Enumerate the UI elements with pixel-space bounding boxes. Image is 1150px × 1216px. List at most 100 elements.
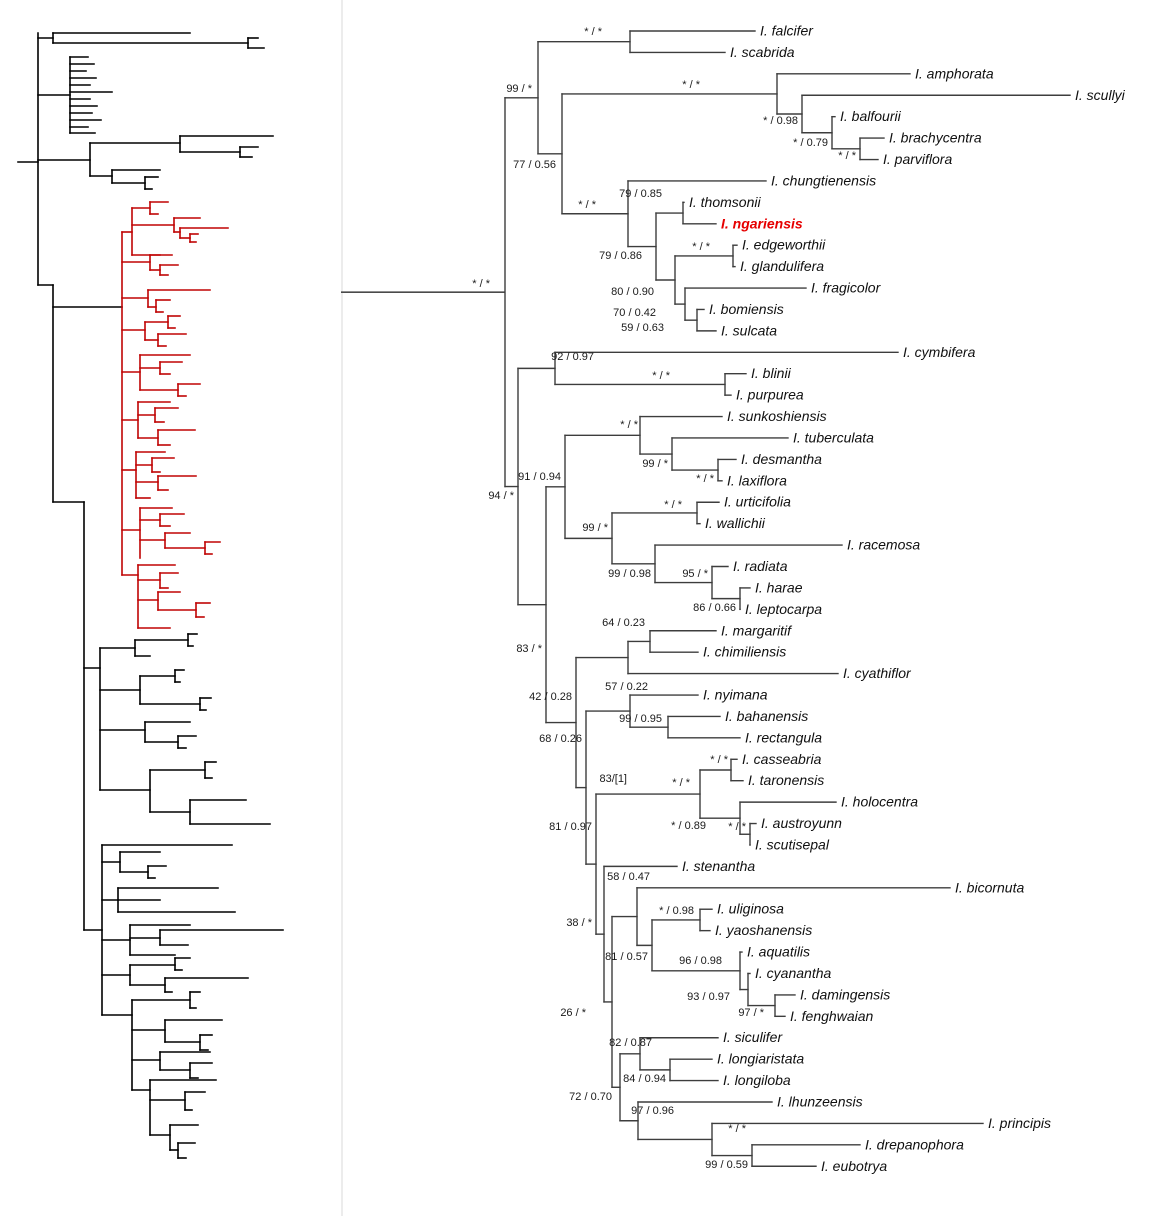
species-label: I. scullyi bbox=[1075, 87, 1126, 103]
species-label: I. urticifolia bbox=[724, 494, 791, 510]
support-label: 86 / 0.66 bbox=[693, 602, 736, 614]
support-label: 79 / 0.86 bbox=[599, 250, 642, 262]
species-label: I. brachycentra bbox=[889, 130, 982, 146]
support-label: * / * bbox=[578, 199, 596, 211]
support-label: 95 / * bbox=[682, 568, 708, 580]
species-label: I. blinii bbox=[751, 365, 792, 381]
species-label: I. bomiensis bbox=[709, 301, 784, 317]
support-label: 72 / 0.70 bbox=[569, 1091, 612, 1103]
support-label: 38 / * bbox=[566, 917, 592, 929]
species-label: I. desmantha bbox=[741, 451, 822, 467]
support-label: * / * bbox=[584, 26, 602, 38]
support-label: 99 / * bbox=[582, 522, 608, 534]
support-label: 99 / * bbox=[642, 458, 668, 470]
species-label: I. holocentra bbox=[841, 794, 918, 810]
species-label: I. rectangula bbox=[745, 729, 822, 745]
species-label: I. aquatilis bbox=[747, 944, 810, 960]
support-label: 70 / 0.42 bbox=[613, 307, 656, 319]
species-label: I. purpurea bbox=[736, 387, 804, 403]
species-label: I. racemosa bbox=[847, 537, 920, 553]
support-label: 81 / 0.97 bbox=[549, 821, 592, 833]
species-label: I. margaritif bbox=[721, 622, 793, 638]
support-label: 57 / 0.22 bbox=[605, 681, 648, 693]
support-label: 99 / * bbox=[506, 83, 532, 95]
species-label: I. chungtienensis bbox=[771, 172, 876, 188]
species-label: I. eubotrya bbox=[821, 1158, 887, 1174]
species-label: I. scabrida bbox=[730, 44, 795, 60]
species-label: I. siculifer bbox=[723, 1029, 783, 1045]
species-label: I. parviflora bbox=[883, 151, 952, 167]
support-label: 59 / 0.63 bbox=[621, 322, 664, 334]
support-label: 84 / 0.94 bbox=[623, 1073, 666, 1085]
support-label: * / * bbox=[692, 241, 710, 253]
species-label: I. balfourii bbox=[840, 108, 902, 124]
species-label: I. scutisepal bbox=[755, 836, 830, 852]
support-label: 81 / 0.57 bbox=[605, 951, 648, 963]
support-label: 94 / * bbox=[488, 490, 514, 502]
detail-tree: I. falcifer I. scabrida * / * I. amphorata I… bbox=[488, 23, 1125, 1174]
species-label: I. cymbifera bbox=[903, 344, 976, 360]
species-label: I. nyimana bbox=[703, 687, 768, 703]
support-label: * / * bbox=[838, 150, 856, 162]
species-label: I. edgeworthii bbox=[742, 237, 826, 253]
support-label: 99 / 0.95 bbox=[619, 713, 662, 725]
support-label: * / * bbox=[728, 1123, 746, 1135]
species-label: I. falcifer bbox=[760, 23, 814, 39]
species-label: I. longiaristata bbox=[717, 1051, 804, 1067]
support-label: 97 / 0.96 bbox=[631, 1105, 674, 1117]
support-label: * / * bbox=[696, 473, 714, 485]
support-label: 80 / 0.90 bbox=[611, 286, 654, 298]
support-label: 79 / 0.85 bbox=[619, 188, 662, 200]
species-label: I. casseabria bbox=[742, 751, 822, 767]
species-label: I. principis bbox=[988, 1115, 1051, 1131]
species-label: I. tuberculata bbox=[793, 429, 874, 445]
species-label: I. fenghwaian bbox=[790, 1008, 873, 1024]
species-label: I. longiloba bbox=[723, 1072, 791, 1088]
species-label: I. laxiflora bbox=[727, 472, 787, 488]
support-label: * / 0.89 bbox=[671, 820, 706, 832]
overview-tree bbox=[17, 32, 284, 1159]
support-label: * / * bbox=[620, 419, 638, 431]
support-label: * / * bbox=[652, 370, 670, 382]
species-label: I. sulcata bbox=[721, 322, 777, 338]
species-label: I. stenantha bbox=[682, 858, 755, 874]
species-label: I. wallichii bbox=[705, 515, 766, 531]
support-label: 97 / * bbox=[738, 1007, 764, 1019]
support-label: 82 / 0.87 bbox=[609, 1037, 652, 1049]
species-label: I. cyathiflor bbox=[843, 665, 912, 681]
support-label: * / 0.98 bbox=[659, 905, 694, 917]
support-label: 96 / 0.98 bbox=[679, 955, 722, 967]
support-label: * / * bbox=[672, 777, 690, 789]
support-label: 77 / 0.56 bbox=[513, 159, 556, 171]
species-label: I. harae bbox=[755, 579, 803, 595]
species-label: I. taronensis bbox=[748, 772, 824, 788]
species-label: I. cyanantha bbox=[755, 965, 831, 981]
species-label: I. leptocarpa bbox=[745, 601, 822, 617]
species-label-highlighted: I. ngariensis bbox=[721, 215, 803, 231]
species-label: I. uliginosa bbox=[717, 901, 784, 917]
support-label: 83/[1] bbox=[599, 773, 627, 785]
species-label: I. fragicolor bbox=[811, 280, 882, 296]
support-label: 99 / 0.98 bbox=[608, 568, 651, 580]
species-label: I. thomsonii bbox=[689, 194, 761, 210]
support-label: 64 / 0.23 bbox=[602, 617, 645, 629]
species-label: I. lhunzeensis bbox=[777, 1094, 863, 1110]
support-label: 99 / 0.59 bbox=[705, 1159, 748, 1171]
connector-support-label: * / * bbox=[472, 278, 490, 290]
support-label: * / * bbox=[710, 754, 728, 766]
support-label: 58 / 0.47 bbox=[607, 871, 650, 883]
species-label: I. bahanensis bbox=[725, 708, 808, 724]
support-label: 68 / 0.26 bbox=[539, 733, 582, 745]
species-label: I. damingensis bbox=[800, 986, 890, 1002]
support-label: 42 / 0.28 bbox=[529, 691, 572, 703]
support-label: 26 / * bbox=[560, 1007, 586, 1019]
species-label: I. yaoshanensis bbox=[715, 922, 812, 938]
support-label: * / * bbox=[728, 821, 746, 833]
support-label: 93 / 0.97 bbox=[687, 991, 730, 1003]
species-label: I. drepanophora bbox=[865, 1136, 964, 1152]
species-label: I. bicornuta bbox=[955, 879, 1024, 895]
species-label: I. chimiliensis bbox=[703, 644, 786, 660]
support-label: 91 / 0.94 bbox=[518, 471, 561, 483]
